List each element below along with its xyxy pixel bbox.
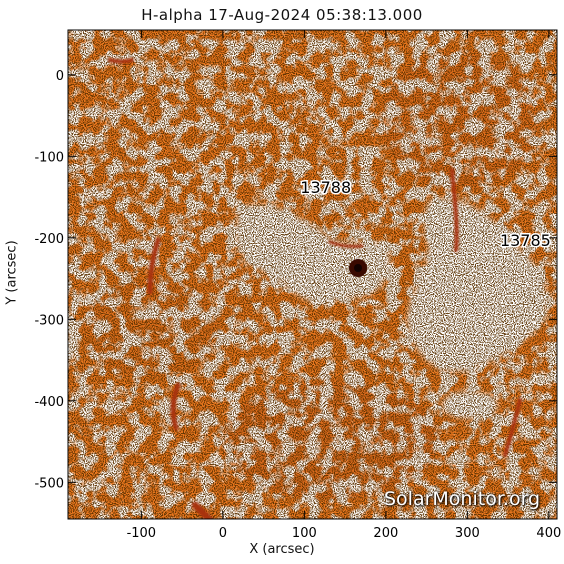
x-tick-label: 300 [455,526,480,541]
y-axis-ticks: 0 -100 -200 -300 -400 -500 [34,69,557,491]
x-tick-label: 100 [292,526,317,541]
x-axis-label: X (arcsec) [249,542,315,557]
x-tick-label: 400 [536,526,561,541]
y-tick-label: 0 [56,69,64,84]
x-axis-ticks: -100 0 100 200 300 400 [127,30,561,541]
halpha-image [68,30,557,519]
y-tick-label: -100 [34,150,64,165]
x-tick-label: 200 [373,526,398,541]
plot-frame [67,29,558,520]
y-tick-label: -200 [34,232,64,247]
region-label-13788: 13788 [300,178,351,197]
solarmonitor-watermark: SolarMonitor.org [384,488,541,510]
region-label-13785: 13785 [500,231,551,250]
y-tick-label: -400 [34,395,64,410]
y-axis-label: Y (arcsec) [4,240,20,305]
y-tick-label: -500 [34,476,64,491]
x-tick-label: -100 [127,526,157,541]
y-tick-label: -300 [34,313,64,328]
figure-title: H-alpha 17-Aug-2024 05:38:13.000 [141,6,423,24]
active-region-labels: 13788 13785 [299,177,553,252]
x-tick-label: 0 [219,526,227,541]
